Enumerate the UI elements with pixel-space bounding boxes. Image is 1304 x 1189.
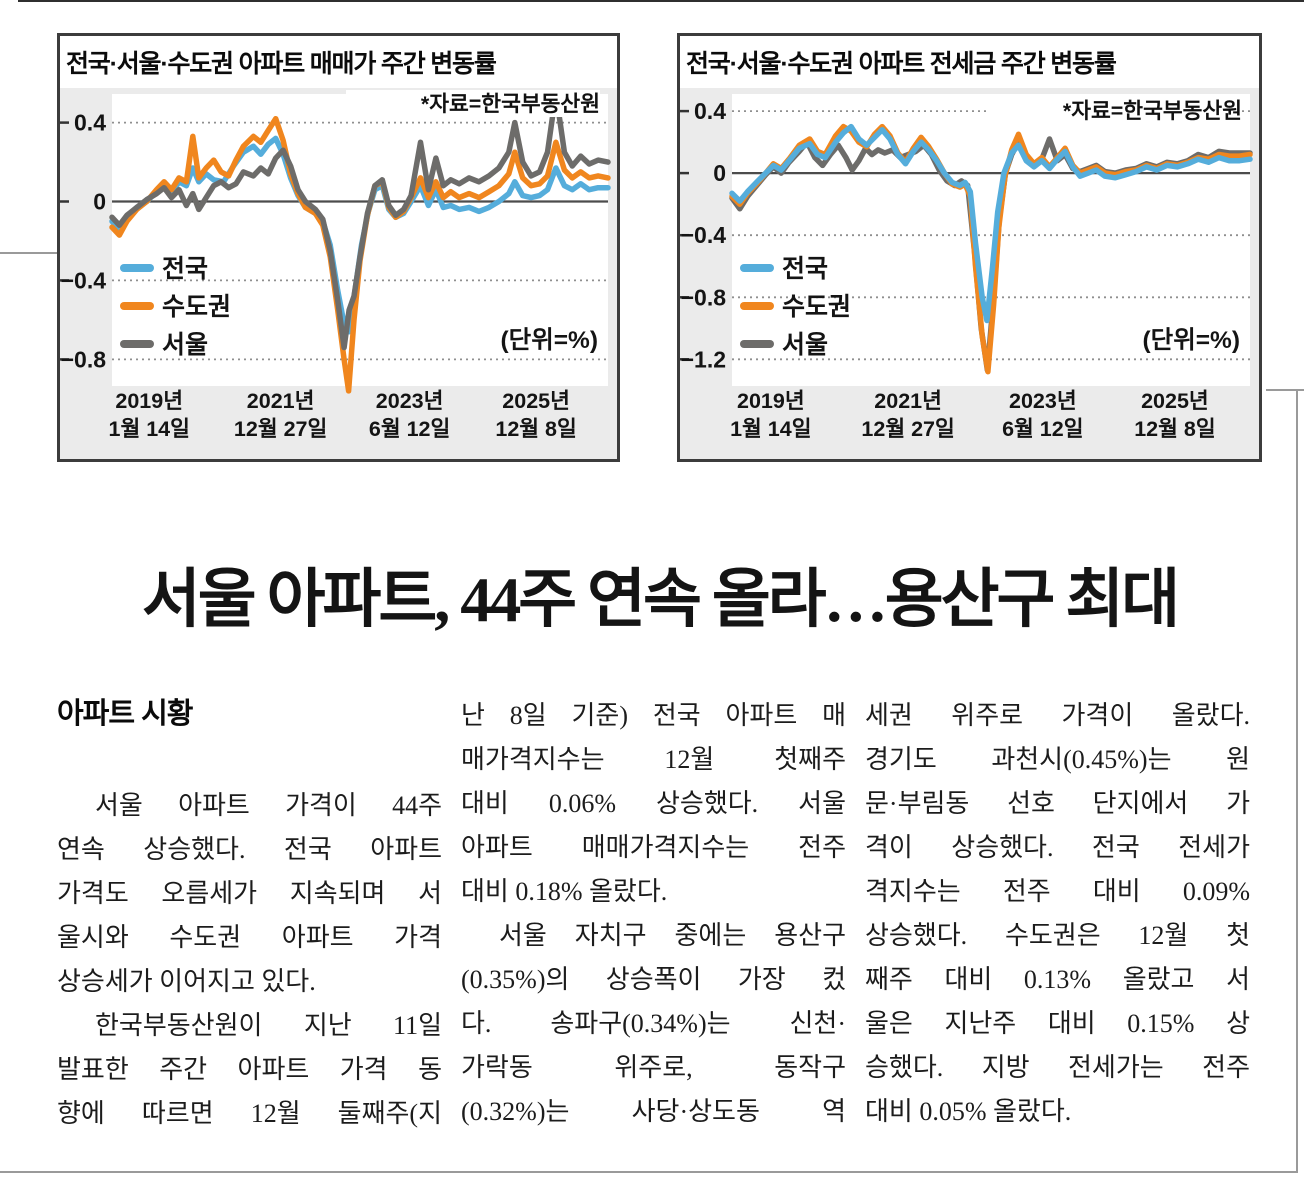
svg-text:전국: 전국: [782, 255, 828, 283]
article-line: 한국부동산원이 지난 11일: [95, 1011, 442, 1040]
article-headline: 서울 아파트, 44주 연속 올라…용산구 최대: [141, 564, 1180, 635]
sale-price-chart: 0.4 0 −0.4 −0.8 2019년 1월 14일 2021년 12월 27일 2023년…: [60, 88, 617, 459]
svg-text:2019년: 2019년: [115, 389, 183, 413]
svg-text:2023년: 2023년: [376, 389, 444, 413]
article-line: 울시와 수도권 아파트 가격: [57, 923, 442, 952]
svg-text:1월 14일: 1월 14일: [108, 417, 189, 441]
article-line: 아파트 매매가격지수는 전주: [461, 833, 846, 862]
sale-price-chart-title: 전국·서울·수도권 아파트 매매가 주간 변동률: [66, 50, 497, 78]
svg-text:−0.8: −0.8: [61, 346, 107, 372]
svg-text:12월 27일: 12월 27일: [861, 417, 954, 441]
article-line: 째주 대비 0.13% 올랐고 서: [865, 965, 1250, 994]
article-line: 대비 0.05% 올랐다.: [865, 1097, 1072, 1126]
svg-text:2019년: 2019년: [737, 389, 805, 413]
svg-text:2025년: 2025년: [1141, 389, 1209, 413]
svg-text:0.4: 0.4: [694, 98, 726, 124]
article-line: 경기도 과천시(0.45%)는 원: [865, 745, 1250, 774]
svg-text:6월 12일: 6월 12일: [1002, 417, 1083, 441]
article-line: 서울 자치구 중에는 용산구: [499, 921, 846, 950]
article-line: 상승세가 이어지고 있다.: [57, 967, 316, 996]
article-line: 승했다. 지방 전세가는 전주: [865, 1053, 1250, 1082]
jeonse-price-chart-card: 전국·서울·수도권 아파트 전세금 주간 변동률 0.4 0 −0.4 −0.8 −1.…: [677, 33, 1262, 462]
article-bottom-rule: [0, 1171, 1298, 1173]
svg-text:1월 14일: 1월 14일: [730, 417, 811, 441]
svg-text:서울: 서울: [782, 331, 828, 359]
article-line: 가격도 오름세가 지속되며 서: [57, 879, 442, 908]
svg-text:*자료=한국부동산원: *자료=한국부동산원: [421, 92, 600, 116]
article-line: 세권 위주로 가격이 올랐다.: [865, 701, 1250, 730]
svg-text:−0.4: −0.4: [681, 222, 727, 248]
article-line: 울은 지난주 대비 0.15% 상: [865, 1009, 1250, 1038]
svg-text:2025년: 2025년: [502, 389, 570, 413]
svg-text:서울: 서울: [162, 331, 208, 359]
svg-text:6월 12일: 6월 12일: [369, 417, 450, 441]
svg-text:2023년: 2023년: [1009, 389, 1077, 413]
svg-text:(단위=%): (단위=%): [1143, 326, 1241, 354]
page-top-rule: [18, 0, 1304, 2]
svg-text:(단위=%): (단위=%): [501, 326, 599, 354]
section-kicker: 아파트 시황: [57, 698, 193, 730]
article-line: 문·부림동 선호 단지에서 가: [865, 789, 1250, 818]
svg-text:수도권: 수도권: [782, 293, 851, 321]
svg-text:−0.4: −0.4: [61, 267, 107, 293]
svg-text:0: 0: [713, 160, 726, 186]
left-margin-rule: [0, 252, 57, 254]
right-margin-rule: [1266, 389, 1304, 391]
jeonse-price-chart-svg: 0.4 0 −0.4 −0.8 −1.2 2019년 1월 14일 2021년 12월 27일 2…: [680, 94, 1253, 441]
article-line: 가락동 위주로, 동작구: [461, 1053, 846, 1082]
svg-text:12월 8일: 12월 8일: [1134, 417, 1215, 441]
article-line: 발표한 주간 아파트 가격 동: [57, 1055, 442, 1084]
jeonse-price-chart: 0.4 0 −0.4 −0.8 −1.2 2019년 1월 14일 2021년 12월 27일 2…: [680, 88, 1259, 459]
article-line: 상승했다. 수도권은 12월 첫: [865, 921, 1250, 950]
article-line: 서울 아파트 가격이 44주: [95, 791, 442, 820]
svg-text:0.4: 0.4: [74, 110, 106, 136]
svg-text:−1.2: −1.2: [681, 346, 726, 372]
svg-text:12월 8일: 12월 8일: [495, 417, 576, 441]
svg-text:*자료=한국부동산원: *자료=한국부동산원: [1063, 99, 1242, 123]
svg-text:2021년: 2021년: [247, 389, 315, 413]
article-line: 대비 0.18% 올랐다.: [461, 877, 668, 906]
article-line: 대비 0.06% 상승했다. 서울: [461, 789, 846, 818]
svg-text:전국: 전국: [162, 255, 208, 283]
article-line: 다. 송파구(0.34%)는 신천·: [461, 1009, 846, 1038]
article-line: (0.32%)는 사당·상도동 역: [461, 1097, 846, 1126]
article-line: 향에 따르면 12월 둘째주(지: [57, 1099, 442, 1128]
sale-price-chart-card: 전국·서울·수도권 아파트 매매가 주간 변동률 0.4 0 −0.4 −0.8 201…: [57, 33, 620, 462]
article-line: (0.35%)의 상승폭이 가장 컸: [461, 965, 846, 994]
sale-price-chart-svg: 0.4 0 −0.4 −0.8 2019년 1월 14일 2021년 12월 27일 2023년…: [60, 90, 611, 441]
article-line: 매가격지수는 12월 첫째주: [461, 745, 846, 774]
svg-text:수도권: 수도권: [162, 293, 231, 321]
article-line: 격이 상승했다. 전국 전세가: [865, 833, 1250, 862]
jeonse-price-chart-title: 전국·서울·수도권 아파트 전세금 주간 변동률: [686, 50, 1117, 78]
article-line: 연속 상승했다. 전국 아파트: [57, 835, 442, 864]
svg-text:0: 0: [93, 189, 106, 215]
article-line: 난 8일 기준) 전국 아파트 매: [461, 701, 846, 730]
right-column-rule: [1296, 390, 1298, 1172]
svg-text:−0.8: −0.8: [681, 284, 727, 310]
svg-text:2021년: 2021년: [874, 389, 942, 413]
svg-text:12월 27일: 12월 27일: [234, 417, 327, 441]
article-line: 격지수는 전주 대비 0.09%: [865, 877, 1250, 906]
